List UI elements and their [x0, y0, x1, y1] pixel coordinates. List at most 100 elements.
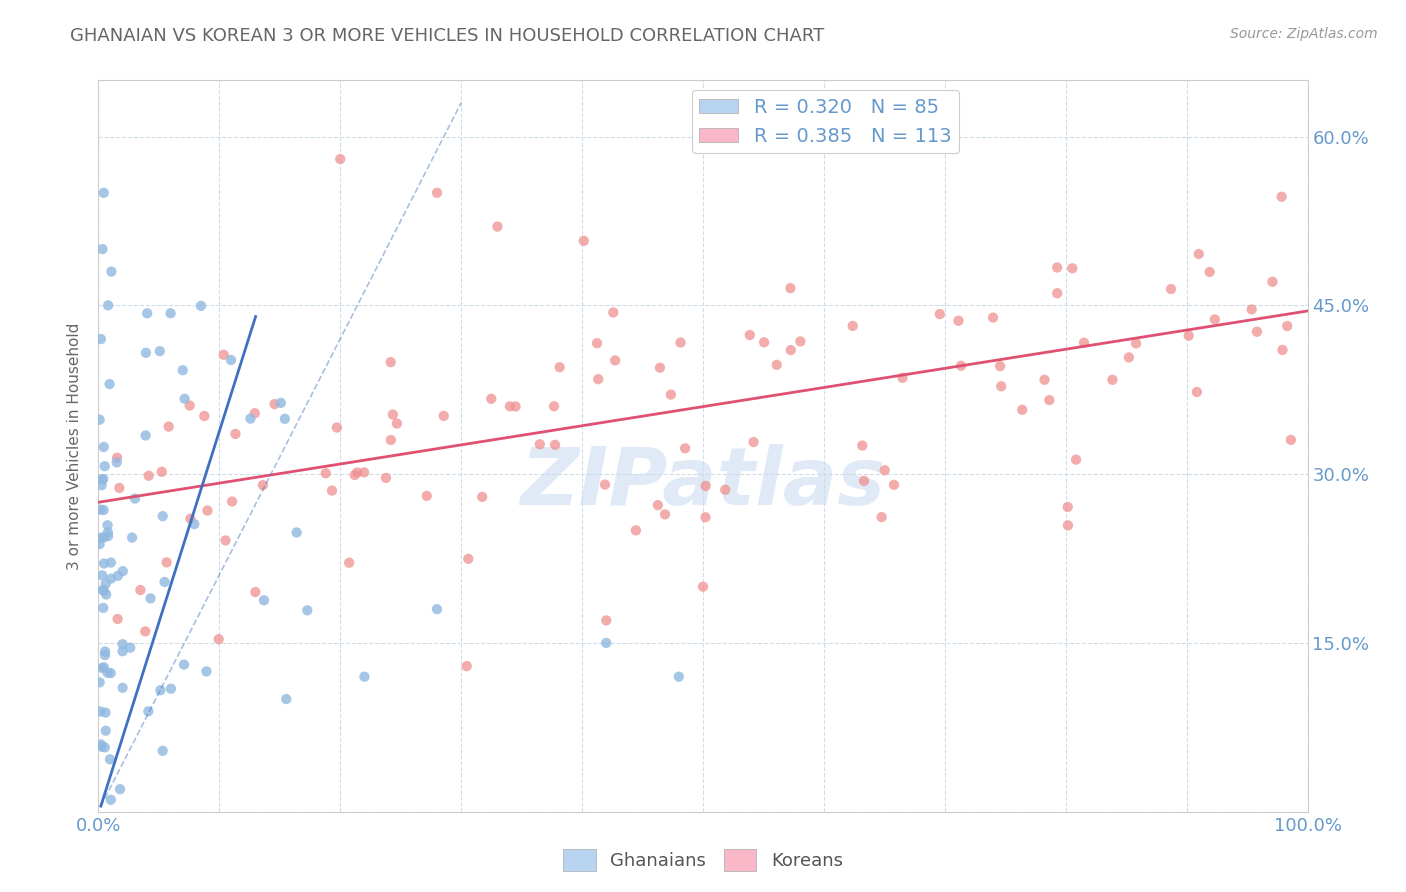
Point	[245, 585, 267, 599]
Point	[1188, 247, 1211, 261]
Point	[456, 659, 478, 673]
Point	[624, 524, 647, 538]
Point	[149, 344, 172, 359]
Point	[212, 348, 235, 362]
Point	[96, 587, 118, 601]
Point	[100, 793, 122, 807]
Point	[1246, 325, 1268, 339]
Point	[270, 396, 292, 410]
Point	[981, 310, 1004, 325]
Point	[111, 644, 134, 658]
Point	[91, 661, 114, 675]
Point	[94, 740, 117, 755]
Point	[695, 510, 717, 524]
Point	[1279, 433, 1302, 447]
Point	[224, 426, 246, 441]
Point	[93, 186, 115, 200]
Point	[950, 359, 973, 373]
Point	[659, 387, 682, 401]
Point	[1261, 275, 1284, 289]
Point	[108, 481, 131, 495]
Point	[108, 782, 131, 797]
Point	[190, 299, 212, 313]
Point	[326, 420, 349, 434]
Point	[195, 665, 218, 679]
Point	[1185, 384, 1208, 399]
Point	[179, 512, 201, 526]
Point	[692, 580, 714, 594]
Point	[426, 602, 449, 616]
Point	[97, 529, 120, 543]
Point	[150, 465, 173, 479]
Legend: R = 0.320   N = 85, R = 0.385   N = 113: R = 0.320 N = 85, R = 0.385 N = 113	[692, 90, 959, 153]
Point	[586, 372, 609, 386]
Point	[647, 498, 669, 512]
Point	[89, 537, 111, 551]
Point	[243, 406, 266, 420]
Point	[297, 603, 319, 617]
Point	[851, 439, 873, 453]
Point	[93, 531, 115, 545]
Point	[471, 490, 494, 504]
Point	[738, 328, 761, 343]
Legend: Ghanaians, Koreans: Ghanaians, Koreans	[555, 842, 851, 879]
Point	[1046, 260, 1069, 275]
Point	[263, 397, 285, 411]
Point	[135, 346, 157, 360]
Point	[173, 657, 195, 672]
Point	[752, 335, 775, 350]
Point	[139, 591, 162, 606]
Point	[883, 478, 905, 492]
Point	[94, 577, 117, 591]
Point	[91, 568, 114, 582]
Point	[98, 377, 121, 392]
Point	[870, 510, 893, 524]
Point	[208, 632, 231, 647]
Point	[214, 533, 236, 548]
Point	[1160, 282, 1182, 296]
Point	[152, 744, 174, 758]
Point	[593, 477, 616, 491]
Point	[1057, 518, 1080, 533]
Point	[90, 739, 112, 754]
Point	[153, 574, 176, 589]
Point	[381, 408, 404, 422]
Point	[714, 483, 737, 497]
Point	[789, 334, 811, 349]
Point	[136, 704, 159, 718]
Point	[346, 466, 368, 480]
Point	[252, 478, 274, 492]
Point	[572, 234, 595, 248]
Point	[988, 359, 1011, 373]
Point	[1177, 328, 1199, 343]
Point	[654, 508, 676, 522]
Point	[107, 612, 129, 626]
Point	[93, 660, 115, 674]
Point	[1240, 302, 1263, 317]
Point	[136, 306, 159, 320]
Point	[648, 360, 671, 375]
Point	[94, 459, 117, 474]
Point	[380, 433, 402, 447]
Point	[91, 582, 114, 597]
Point	[157, 419, 180, 434]
Point	[89, 502, 111, 516]
Point	[321, 483, 343, 498]
Point	[135, 428, 157, 442]
Point	[669, 335, 692, 350]
Point	[193, 409, 215, 423]
Point	[457, 552, 479, 566]
Point	[1125, 336, 1147, 351]
Point	[111, 681, 134, 695]
Point	[1271, 343, 1294, 357]
Point	[285, 525, 308, 540]
Point	[1118, 351, 1140, 365]
Point	[94, 648, 117, 662]
Point	[90, 478, 112, 492]
Point	[948, 314, 970, 328]
Point	[499, 400, 522, 414]
Point	[221, 494, 243, 508]
Text: GHANAIAN VS KOREAN 3 OR MORE VEHICLES IN HOUSEHOLD CORRELATION CHART: GHANAIAN VS KOREAN 3 OR MORE VEHICLES IN…	[70, 27, 824, 45]
Point	[91, 242, 114, 256]
Point	[274, 411, 297, 425]
